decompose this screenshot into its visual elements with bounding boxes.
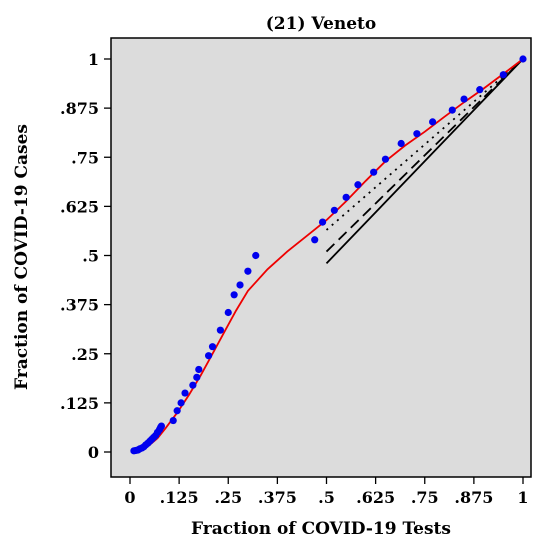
- y-tick-label: .125: [60, 394, 99, 413]
- data-point: [216, 326, 224, 334]
- x-tick-label: .375: [258, 488, 297, 507]
- y-tick-label: .5: [82, 247, 99, 266]
- data-point: [311, 236, 319, 244]
- data-point: [193, 373, 201, 381]
- reference-lines: [325, 58, 524, 264]
- x-tick-label: .5: [318, 488, 335, 507]
- data-point: [224, 308, 232, 317]
- x-tick-label: .625: [356, 488, 395, 507]
- y-tick-label: .875: [60, 99, 99, 118]
- data-point: [370, 168, 378, 176]
- data-point: [429, 118, 437, 126]
- data-point: [195, 365, 203, 374]
- reference-line-solid: [325, 58, 524, 264]
- y-tick-label: 0: [88, 443, 99, 462]
- data-points: [130, 55, 527, 455]
- data-point: [354, 181, 362, 189]
- data-point: [252, 251, 260, 260]
- fit-curve: [133, 58, 524, 453]
- data-point: [460, 95, 468, 103]
- data-point: [448, 106, 456, 114]
- y-tick-label: .375: [60, 296, 99, 315]
- data-point: [519, 55, 527, 63]
- x-tick-label: 0: [124, 488, 135, 507]
- data-point: [177, 399, 185, 407]
- data-point: [205, 352, 213, 360]
- x-tick-label: .75: [411, 488, 439, 507]
- data-point: [236, 281, 244, 289]
- fit-curve-layer: [133, 58, 524, 453]
- data-point: [173, 407, 181, 415]
- reference-line-dotted: [325, 58, 524, 231]
- data-point: [230, 291, 238, 299]
- data-point: [318, 218, 327, 226]
- y-axis: 0 .125 .25 .375 .5 .625 .75 .875 1: [60, 50, 111, 462]
- y-axis-label: Fraction of COVID-19 Cases: [12, 124, 32, 390]
- y-tick-label: .25: [71, 345, 99, 364]
- data-point: [157, 422, 166, 430]
- chart-title: (21) Veneto: [266, 14, 376, 34]
- x-axis: 0 .125 .25 .375 .5 .625 .75 .875 1: [124, 477, 529, 507]
- x-tick-label: .875: [454, 488, 493, 507]
- x-tick-label: .25: [214, 488, 242, 507]
- y-tick-label: .625: [60, 197, 99, 216]
- data-point: [476, 86, 484, 94]
- data-point: [397, 139, 405, 148]
- data-point: [413, 130, 421, 138]
- reference-line-dashed: [325, 58, 524, 253]
- data-point: [244, 267, 252, 275]
- x-axis-label: Fraction of COVID-19 Tests: [191, 519, 451, 539]
- data-point: [381, 155, 390, 163]
- data-point: [189, 381, 197, 389]
- x-tick-label: 1: [517, 488, 528, 507]
- data-point: [342, 193, 350, 201]
- data-point: [208, 343, 217, 351]
- data-point: [169, 416, 177, 425]
- data-point: [330, 206, 338, 214]
- x-tick-label: .125: [160, 488, 199, 507]
- y-tick-label: .75: [71, 148, 99, 167]
- data-point: [181, 389, 189, 397]
- data-point: [499, 71, 507, 79]
- y-tick-label: 1: [88, 50, 99, 69]
